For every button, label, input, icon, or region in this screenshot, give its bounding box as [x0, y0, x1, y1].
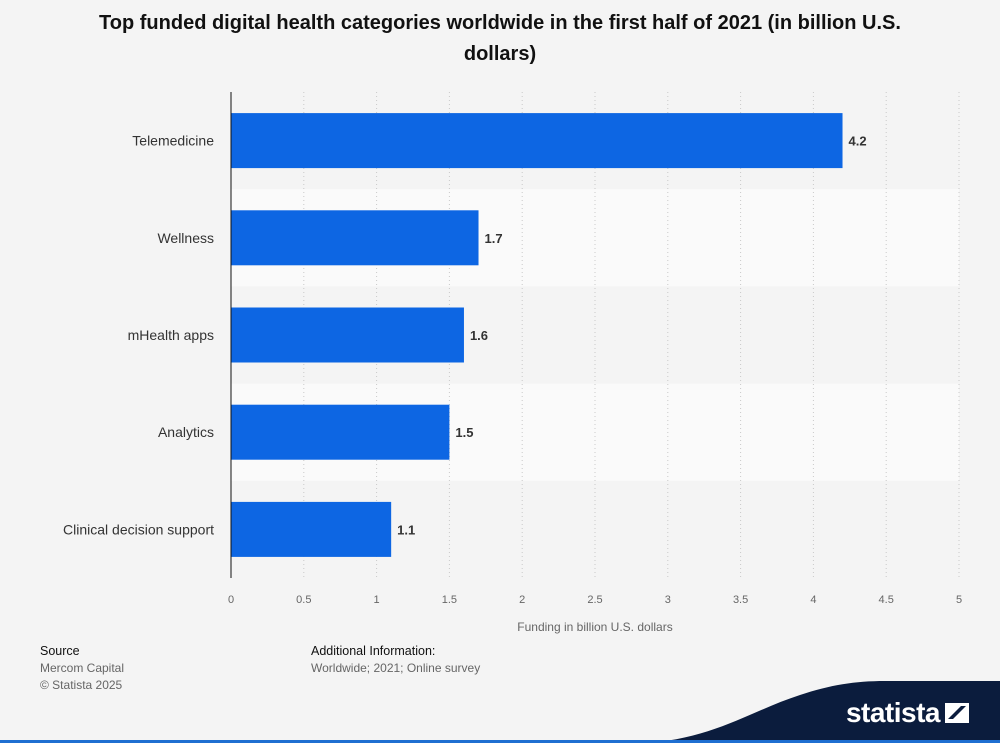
x-tick-label: 1.5	[442, 594, 457, 606]
bar[interactable]	[231, 210, 479, 266]
bar[interactable]	[231, 404, 450, 460]
category-label: Wellness	[157, 230, 214, 246]
x-tick-label: 3.5	[733, 594, 748, 606]
value-label: 1.7	[485, 231, 503, 246]
bars	[231, 113, 843, 557]
copyright: © Statista 2025	[40, 678, 123, 692]
additional-info-block: Additional Information: Worldwide; 2021;…	[311, 643, 480, 677]
value-label: 1.5	[455, 425, 473, 440]
x-tick-label: 0.5	[296, 594, 311, 606]
x-tick-label: 2.5	[587, 594, 602, 606]
category-label: mHealth apps	[128, 327, 214, 343]
bar-chart: 4.2 1.7 1.6 1.5 1.1 Telemedicine Wellness mHea…	[63, 92, 962, 634]
x-tick-label: 4.5	[879, 594, 894, 606]
x-tick-label: 3	[665, 594, 671, 606]
value-labels: 4.2 1.7 1.6 1.5 1.1	[397, 134, 866, 538]
category-label: Analytics	[158, 424, 214, 440]
source-name[interactable]: Mercom Capital	[40, 661, 125, 675]
x-tick-label: 5	[956, 594, 962, 606]
bottom-accent-line	[0, 740, 1000, 743]
x-axis-label: Funding in billion U.S. dollars	[517, 620, 672, 634]
value-label: 4.2	[849, 134, 867, 149]
value-label: 1.1	[397, 522, 415, 537]
brand-name: statista	[845, 697, 941, 728]
bar[interactable]	[231, 307, 464, 363]
statista-logo-icon	[945, 703, 969, 723]
brand-wave-shape	[640, 681, 1000, 743]
source-heading: Source	[40, 644, 80, 658]
additional-info-text: Worldwide; 2021; Online survey	[311, 661, 481, 675]
category-label: Telemedicine	[132, 133, 214, 149]
source-block: Source Mercom Capital © Statista 2025	[40, 643, 124, 694]
value-label: 1.6	[470, 328, 488, 343]
statista-branding[interactable]: statista	[640, 681, 1000, 743]
category-label: Clinical decision support	[63, 521, 214, 537]
x-tick-label: 0	[228, 594, 234, 606]
bar[interactable]	[231, 113, 843, 169]
x-tick-label: 2	[519, 594, 525, 606]
x-tick-label: 4	[810, 594, 816, 606]
gridlines	[303, 92, 960, 578]
category-labels: Telemedicine Wellness mHealth apps Analytic…	[63, 133, 214, 538]
x-tick-labels: 0 0.5 1 1.5 2 2.5 3 3.5 4 4.5 5	[228, 594, 962, 606]
bar[interactable]	[231, 501, 392, 557]
additional-info-heading: Additional Information:	[311, 644, 436, 658]
x-tick-label: 1	[374, 594, 380, 606]
chart-title: Top funded digital health categories wor…	[99, 12, 901, 65]
